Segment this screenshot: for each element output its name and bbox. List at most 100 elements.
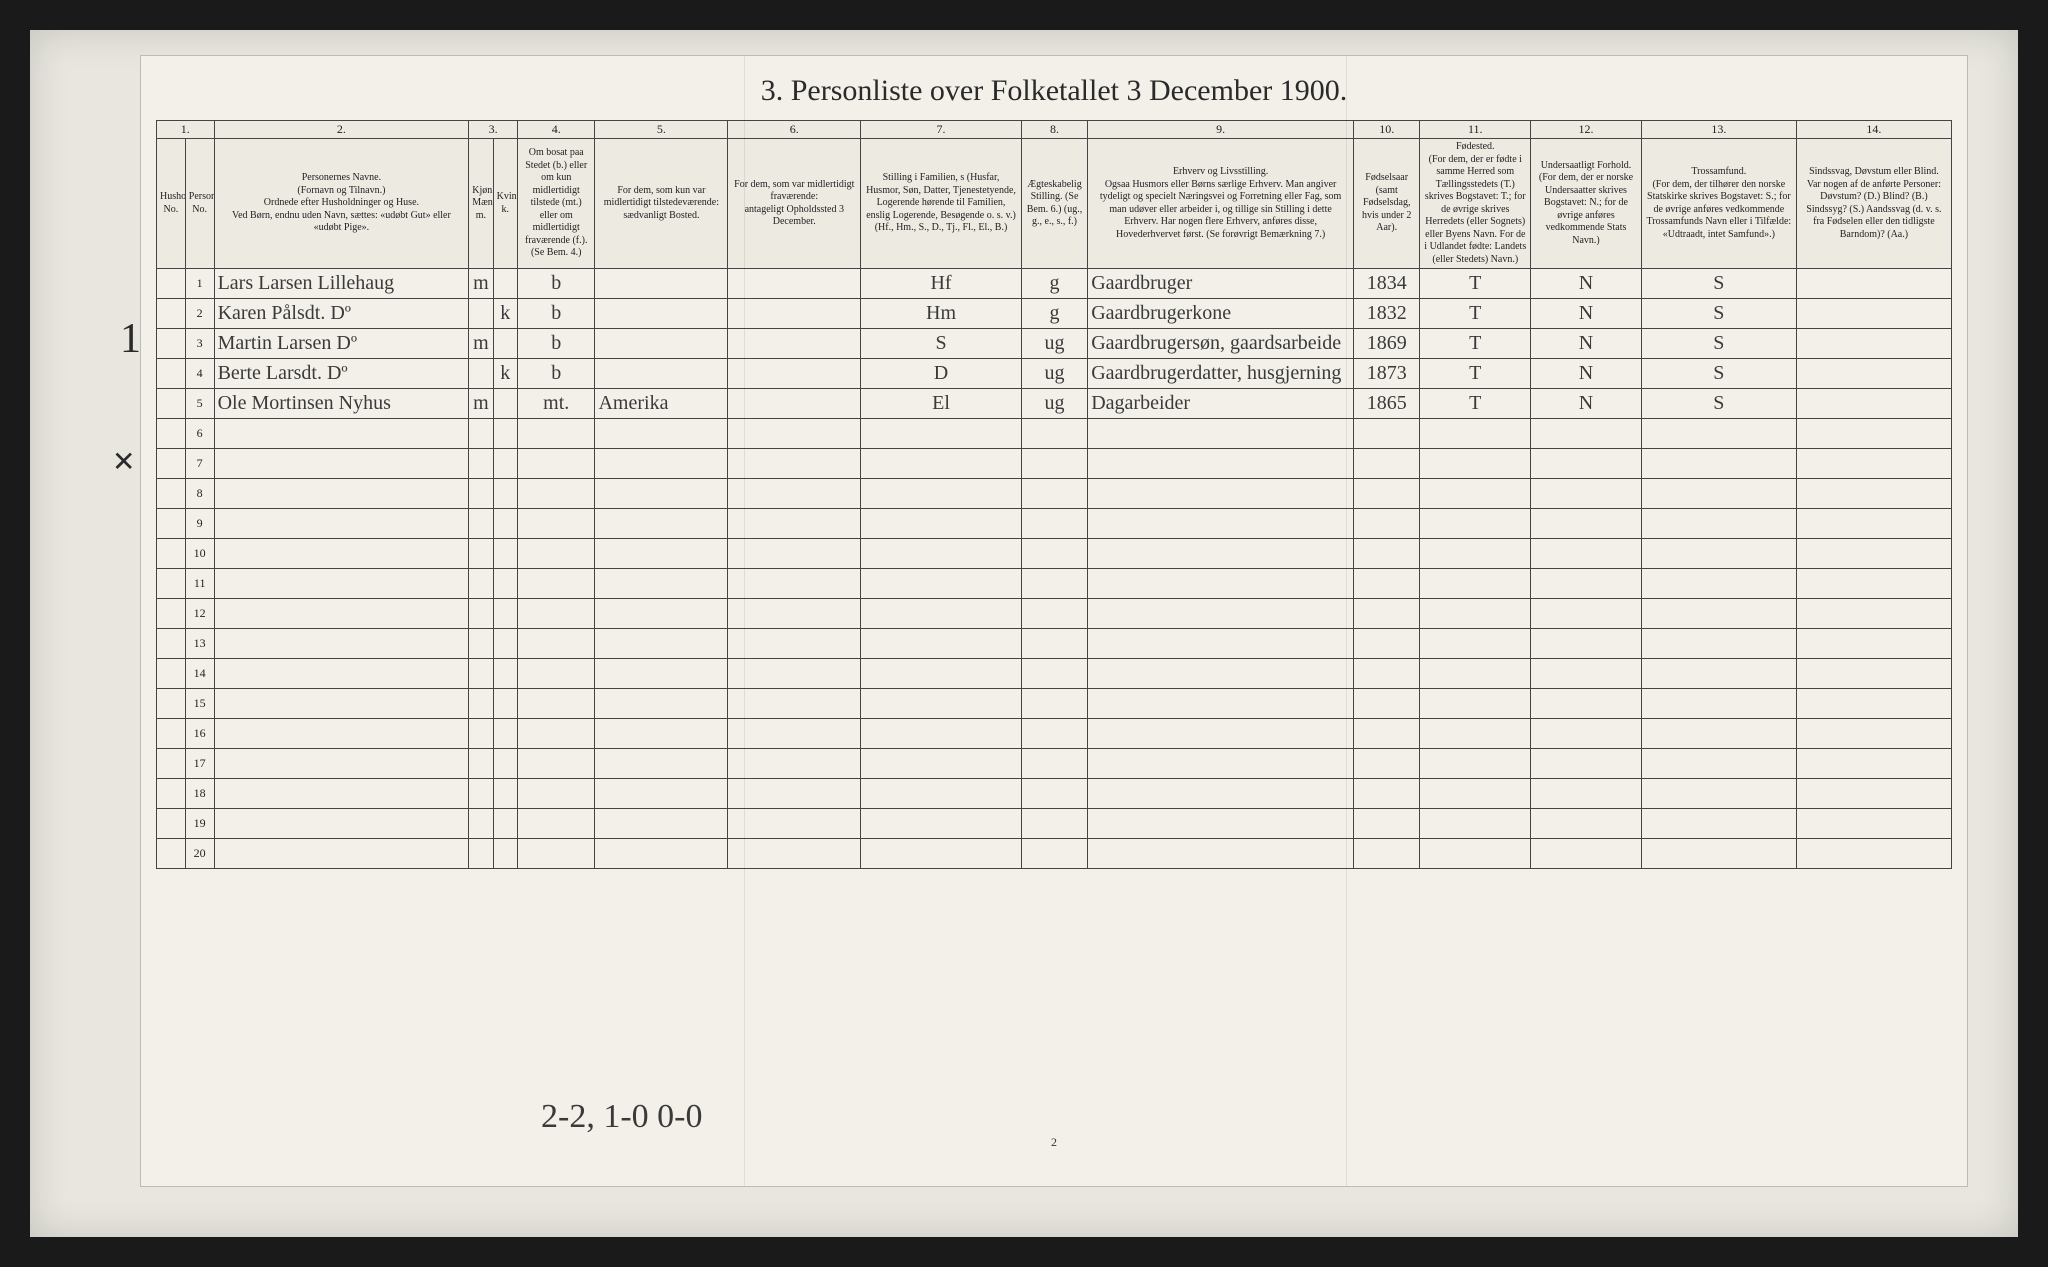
cell-empty <box>214 629 469 659</box>
cell-empty <box>861 509 1022 539</box>
cell-empty <box>493 509 517 539</box>
cell-empty <box>1420 809 1531 839</box>
table-row: 7 <box>157 449 1952 479</box>
cell-empty <box>517 719 595 749</box>
cell-empty <box>1088 479 1354 509</box>
cell-empty <box>1021 629 1087 659</box>
cell-empty: 20 <box>185 839 214 869</box>
cell-empty <box>157 689 186 719</box>
table-row: 10 <box>157 539 1952 569</box>
cell-year: 1832 <box>1353 299 1419 329</box>
cell-empty <box>493 539 517 569</box>
cell-occ: Gaardbrugerkone <box>1088 299 1354 329</box>
cell-empty <box>1021 719 1087 749</box>
column-number: 11. <box>1420 121 1531 139</box>
cell-empty <box>493 689 517 719</box>
table-row: 4Berte Larsdt. DºkbDugGaardbrugerdatter,… <box>157 359 1952 389</box>
cell-empty <box>1088 629 1354 659</box>
cell-empty: 15 <box>185 689 214 719</box>
census-table: 1.2.3.4.5.6.7.8.9.10.11.12.13.14. Hushol… <box>156 120 1952 869</box>
cell-birthplace: T <box>1420 329 1531 359</box>
cell-occ: Gaardbruger <box>1088 269 1354 299</box>
cell-empty <box>1641 539 1796 569</box>
cell-empty <box>493 749 517 779</box>
cell-empty <box>1531 509 1642 539</box>
cell-empty <box>1088 449 1354 479</box>
cell-empty <box>1088 419 1354 449</box>
cell-res: b <box>517 299 595 329</box>
cell-usual <box>595 269 728 299</box>
cell-empty <box>157 419 186 449</box>
cell-empty <box>214 419 469 449</box>
column-header: For dem, som kun var midlertidigt tilste… <box>595 139 728 269</box>
cell-empty <box>1088 809 1354 839</box>
cell-empty <box>1021 539 1087 569</box>
cell-empty <box>1353 419 1419 449</box>
cell-empty <box>1531 419 1642 449</box>
cell-empty <box>595 539 728 569</box>
cell-empty <box>1641 449 1796 479</box>
column-number: 13. <box>1641 121 1796 139</box>
cell-empty <box>1021 689 1087 719</box>
cell-empty: 9 <box>185 509 214 539</box>
cell-empty <box>1796 629 1951 659</box>
cell-empty <box>1420 509 1531 539</box>
cell-empty <box>157 569 186 599</box>
cell-empty <box>1088 539 1354 569</box>
cell-hh <box>157 299 186 329</box>
table-row: 15 <box>157 689 1952 719</box>
cell-empty: 11 <box>185 569 214 599</box>
cell-empty <box>728 629 861 659</box>
cell-name: Berte Larsdt. Dº <box>214 359 469 389</box>
cell-empty <box>1420 779 1531 809</box>
margin-annotation: ✕ <box>112 445 135 479</box>
cell-empty <box>595 509 728 539</box>
cell-away <box>728 269 861 299</box>
cell-empty <box>517 479 595 509</box>
cell-empty <box>1420 419 1531 449</box>
cell-empty <box>1021 749 1087 779</box>
cell-empty <box>1531 569 1642 599</box>
cell-empty <box>469 539 493 569</box>
cell-empty <box>517 839 595 869</box>
cell-empty <box>595 659 728 689</box>
cell-empty <box>214 449 469 479</box>
cell-empty <box>861 779 1022 809</box>
cell-empty <box>493 419 517 449</box>
column-number: 8. <box>1021 121 1087 139</box>
cell-empty: 12 <box>185 599 214 629</box>
table-row: 16 <box>157 719 1952 749</box>
table-row: 2Karen Pålsdt. DºkbHmgGaardbrugerkone183… <box>157 299 1952 329</box>
cell-empty <box>469 479 493 509</box>
cell-occ: Dagarbeider <box>1088 389 1354 419</box>
cell-empty <box>861 419 1022 449</box>
cell-empty <box>1353 479 1419 509</box>
column-number: 14. <box>1796 121 1951 139</box>
cell-empty <box>1796 599 1951 629</box>
cell-empty <box>1088 749 1354 779</box>
column-header: Personernes No. <box>185 139 214 269</box>
cell-empty <box>1796 809 1951 839</box>
table-row: 12 <box>157 599 1952 629</box>
cell-empty <box>1641 629 1796 659</box>
cell-empty: 13 <box>185 629 214 659</box>
cell-away <box>728 299 861 329</box>
cell-empty <box>157 809 186 839</box>
cell-fam: D <box>861 359 1022 389</box>
cell-empty <box>1796 449 1951 479</box>
cell-empty <box>214 599 469 629</box>
table-row: 13 <box>157 629 1952 659</box>
cell-empty <box>1088 509 1354 539</box>
cell-empty <box>1021 569 1087 599</box>
cell-nat: N <box>1531 269 1642 299</box>
cell-empty <box>728 509 861 539</box>
cell-empty <box>861 839 1022 869</box>
cell-empty <box>728 479 861 509</box>
census-sheet: 3. Personliste over Folketallet 3 Decemb… <box>140 55 1968 1187</box>
cell-empty <box>157 629 186 659</box>
cell-rel: S <box>1641 269 1796 299</box>
cell-nat: N <box>1531 359 1642 389</box>
cell-empty <box>1796 539 1951 569</box>
column-header: Husholdningernes No. <box>157 139 186 269</box>
cell-empty <box>1641 809 1796 839</box>
